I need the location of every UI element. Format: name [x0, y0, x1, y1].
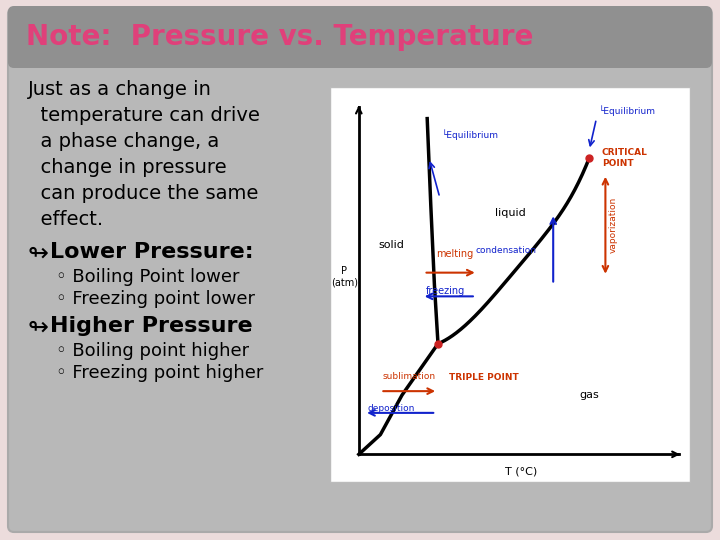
Text: ↬: ↬: [28, 242, 49, 266]
Text: vaporization: vaporization: [609, 197, 618, 253]
Text: Note:  Pressure vs. Temperature: Note: Pressure vs. Temperature: [26, 23, 534, 51]
Text: freezing: freezing: [426, 286, 464, 296]
Text: solid: solid: [378, 240, 404, 250]
Text: deposition: deposition: [368, 404, 415, 413]
Text: ◦ Freezing point higher: ◦ Freezing point higher: [56, 364, 264, 382]
Text: liquid: liquid: [495, 208, 526, 218]
Text: Lower Pressure:: Lower Pressure:: [50, 242, 253, 262]
Text: Higher Pressure: Higher Pressure: [50, 316, 253, 336]
Text: Just as a change in: Just as a change in: [28, 80, 212, 99]
Text: condensation: condensation: [476, 246, 537, 255]
Text: ◦ Boiling point higher: ◦ Boiling point higher: [56, 342, 249, 360]
Text: can produce the same: can produce the same: [28, 184, 258, 203]
Text: └Equilibrium: └Equilibrium: [441, 129, 498, 140]
FancyBboxPatch shape: [8, 6, 712, 68]
Text: TRIPLE POINT: TRIPLE POINT: [449, 373, 518, 382]
Bar: [14, 42, 706, 62]
Text: change in pressure: change in pressure: [28, 158, 227, 177]
Text: melting: melting: [436, 249, 474, 259]
Text: CRITICAL
POINT: CRITICAL POINT: [602, 148, 648, 168]
Text: ↬: ↬: [28, 316, 49, 340]
FancyBboxPatch shape: [8, 8, 712, 532]
Text: temperature can drive: temperature can drive: [28, 106, 260, 125]
Text: ◦ Boiling Point lower: ◦ Boiling Point lower: [56, 268, 240, 286]
Text: effect.: effect.: [28, 210, 103, 229]
Text: gas: gas: [580, 390, 599, 400]
Text: a phase change, a: a phase change, a: [28, 132, 220, 151]
Bar: [330, 87, 690, 482]
Text: P
(atm): P (atm): [331, 266, 358, 287]
Text: sublimation: sublimation: [382, 372, 436, 381]
Text: T (°C): T (°C): [505, 466, 537, 476]
Text: └Equilibrium: └Equilibrium: [598, 105, 655, 116]
Text: ◦ Freezing point lower: ◦ Freezing point lower: [56, 290, 255, 308]
